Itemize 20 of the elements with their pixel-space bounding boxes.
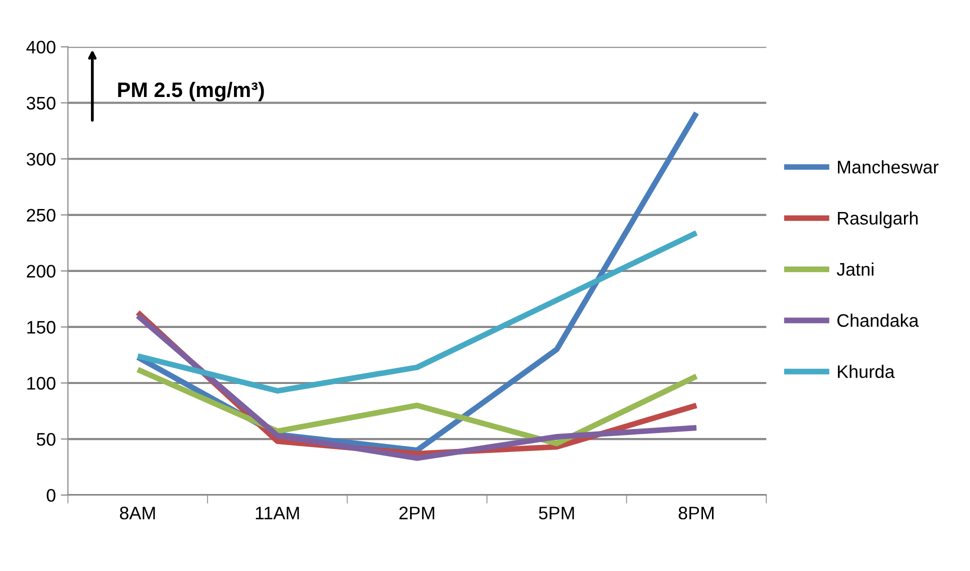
x-tick-label: 2PM [399, 506, 434, 520]
y-tick-label: 250 [26, 208, 56, 222]
x-tick-label: 5PM [538, 506, 574, 520]
y-tick-label: 400 [26, 40, 56, 54]
legend-label: Rasulgarh [838, 211, 918, 228]
legend-label: Mancheswar [838, 160, 939, 174]
y-tick-label: 300 [26, 152, 56, 166]
legend-label: Chandaka [837, 314, 919, 327]
y-tick-label: 50 [36, 432, 56, 446]
y-tick-label: 350 [26, 96, 56, 110]
y-tick-label: 100 [27, 376, 56, 390]
y-tick-label: 0 [46, 488, 56, 502]
x-tick-label: 8PM [678, 506, 714, 520]
y-tick-label: 200 [26, 264, 56, 278]
legend-label: Khurda [838, 364, 895, 378]
legend-label: Jatni [836, 262, 874, 276]
x-tick-label: 11AM [256, 506, 299, 520]
y-tick-label: 150 [27, 320, 56, 334]
annotation: PM 2.5 (mg/m³) [118, 82, 264, 102]
x-tick-label: 8AM [120, 506, 155, 520]
